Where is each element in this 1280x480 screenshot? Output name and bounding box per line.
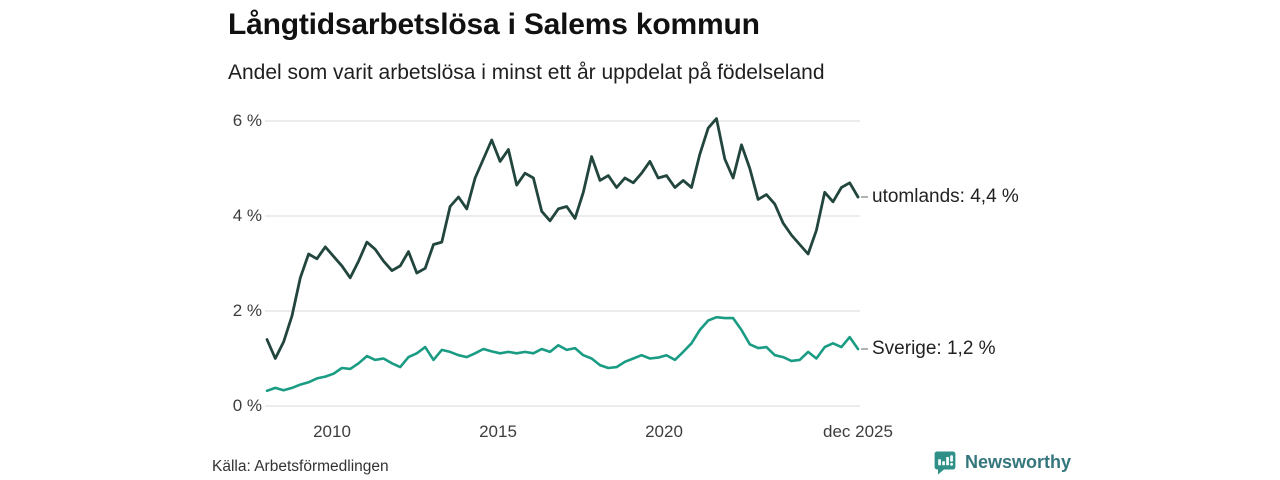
series-label-utomlands: utomlands: 4,4 % [872, 186, 1019, 207]
series-label-sverige: Sverige: 1,2 % [872, 338, 996, 359]
newsworthy-chart-bubble-icon [933, 450, 957, 475]
y-axis-tick-label: 6 % [232, 111, 262, 130]
newsworthy-branding: Newsworthy [933, 450, 1071, 475]
y-axis-tick-label: 2 % [232, 301, 262, 320]
y-axis-tick-label: 4 % [232, 206, 262, 225]
line-utomlands [265, 117, 860, 360]
y-axis-tick-label: 0 % [232, 396, 262, 415]
x-axis-tick-label: 2015 [479, 422, 517, 441]
x-axis-tick-label: 2020 [645, 422, 683, 441]
line-sverige [265, 315, 860, 393]
x-axis-tick-label: 2010 [313, 422, 351, 441]
page-title: Långtidsarbetslösa i Salems kommun [228, 8, 760, 41]
chart-subtitle: Andel som varit arbetslösa i minst ett å… [228, 61, 825, 84]
newsworthy-wordmark: Newsworthy [965, 452, 1072, 472]
source-note: Källa: Arbetsförmedlingen [212, 458, 389, 475]
x-axis-tick-label: dec 2025 [823, 422, 893, 441]
